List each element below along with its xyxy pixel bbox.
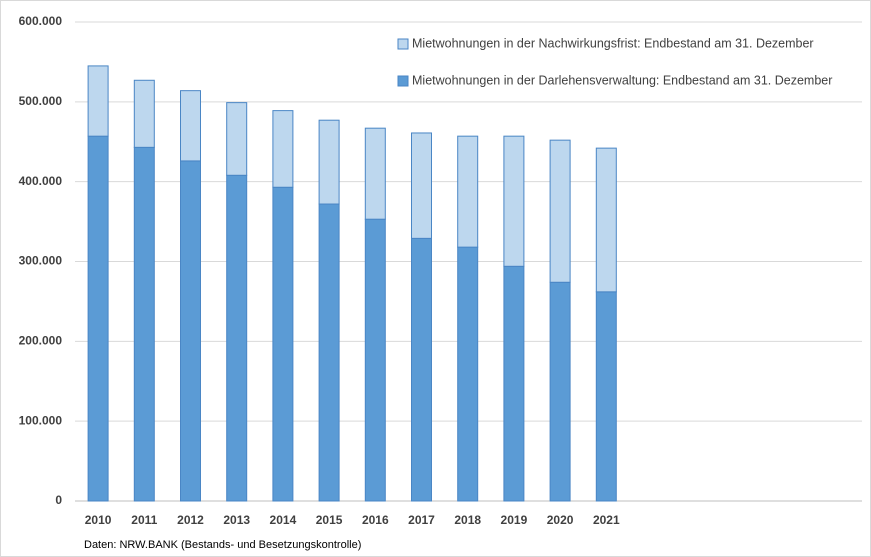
bar-segment bbox=[457, 135, 479, 248]
bar-segment bbox=[318, 203, 340, 502]
x-tick-label: 2017 bbox=[408, 513, 435, 527]
x-tick-label: 2012 bbox=[177, 513, 204, 527]
y-tick-label: 300.000 bbox=[19, 254, 63, 268]
bar-segment bbox=[318, 119, 340, 205]
bar-segment bbox=[87, 65, 109, 137]
bar-segment bbox=[549, 139, 571, 283]
bar-segment bbox=[364, 218, 386, 502]
x-tick-label: 2013 bbox=[223, 513, 250, 527]
bar-segment bbox=[272, 186, 294, 502]
bar-segment bbox=[133, 79, 155, 148]
x-tick-label: 2020 bbox=[547, 513, 574, 527]
bar-segment bbox=[272, 110, 294, 188]
legend-label: Mietwohnungen in der Nachwirkungsfrist: … bbox=[412, 36, 814, 50]
bar-segment bbox=[411, 132, 432, 239]
bar-segment bbox=[180, 160, 201, 502]
bar-segment bbox=[180, 90, 201, 162]
y-tick-label: 400.000 bbox=[19, 174, 63, 188]
y-tick-label: 500.000 bbox=[19, 94, 63, 108]
x-tick-label: 2014 bbox=[270, 513, 297, 527]
x-tick-label: 2019 bbox=[501, 513, 528, 527]
x-tick-label: 2021 bbox=[593, 513, 620, 527]
bar-segment bbox=[133, 146, 155, 502]
bar-segment bbox=[595, 291, 617, 502]
bar-segment bbox=[503, 135, 525, 267]
y-tick-label: 600.000 bbox=[19, 14, 63, 28]
bar-segment bbox=[549, 281, 571, 502]
x-tick-label: 2016 bbox=[362, 513, 389, 527]
x-tick-label: 2010 bbox=[85, 513, 112, 527]
bar-segment bbox=[226, 102, 248, 176]
legend-swatch bbox=[397, 38, 409, 50]
source-note: Daten: NRW.BANK (Bestands- und Besetzung… bbox=[84, 539, 361, 551]
bar-segment bbox=[364, 127, 386, 220]
y-tick-label: 100.000 bbox=[19, 413, 63, 427]
bar-segment bbox=[87, 135, 109, 502]
bar-segment bbox=[226, 174, 248, 502]
y-tick-label: 200.000 bbox=[19, 334, 63, 348]
x-tick-label: 2018 bbox=[454, 513, 481, 527]
bar-segment bbox=[503, 265, 525, 502]
x-tick-label: 2015 bbox=[316, 513, 343, 527]
bar-segment bbox=[457, 246, 479, 502]
bar-segment bbox=[595, 147, 617, 293]
bar-segment bbox=[411, 237, 432, 502]
y-tick-label: 0 bbox=[55, 493, 62, 507]
legend-label: Mietwohnungen in der Darlehensverwaltung… bbox=[412, 73, 832, 87]
x-tick-label: 2011 bbox=[131, 513, 157, 527]
legend-swatch bbox=[397, 75, 409, 87]
